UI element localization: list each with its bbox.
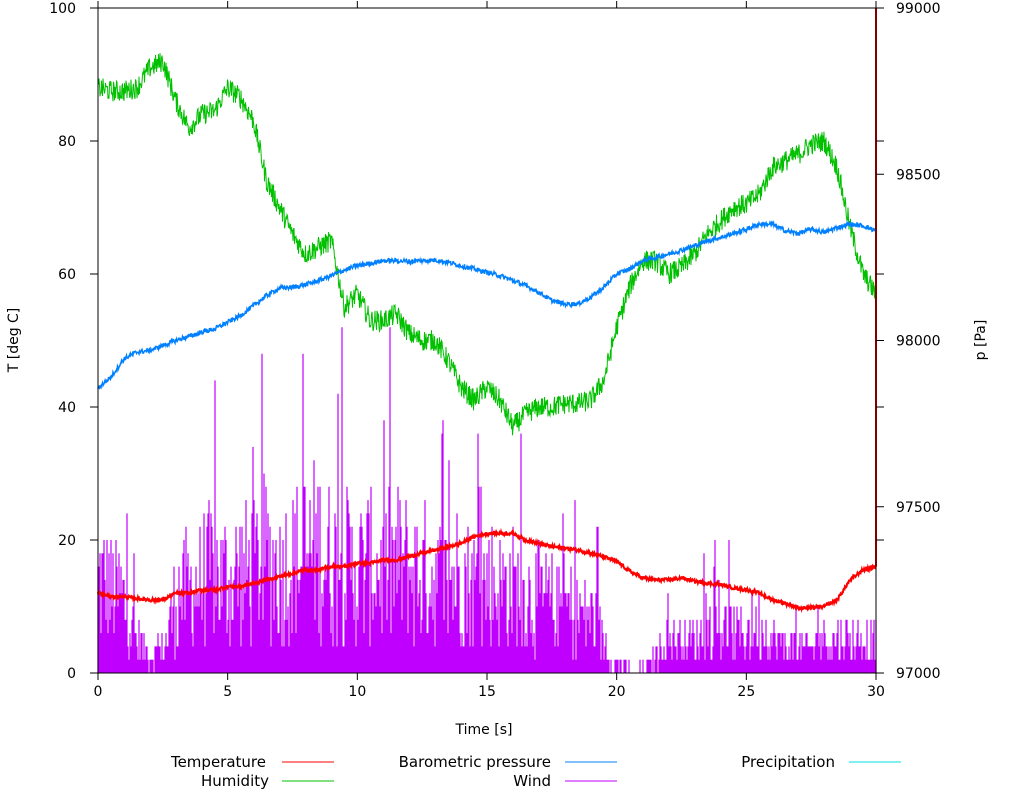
y-tick-label: 80 (58, 134, 76, 150)
legend-label-temperature: Temperature (170, 753, 266, 771)
x-tick-label: 5 (223, 684, 232, 700)
legend-label-humidity: Humidity (201, 772, 269, 790)
y2-tick-label: 98000 (896, 334, 941, 350)
x-tick-label: 20 (608, 684, 626, 700)
axis-ticks (90, 1, 884, 680)
legend-label-wind: Wind (513, 772, 551, 790)
x-axis-title: Time [s] (455, 722, 513, 738)
y2-tick-labels: 97000 97500 98000 98500 99000 (896, 1, 941, 682)
pressure-line (97, 220, 877, 390)
y2-axis-title: p [Pa] (973, 320, 989, 361)
y2-tick-label: 98500 (896, 167, 941, 183)
y-tick-label: 40 (58, 400, 76, 416)
x-tick-label: 10 (348, 684, 366, 700)
y-tick-label: 20 (58, 533, 76, 549)
temperature-line (97, 527, 877, 614)
y2-tick-label: 99000 (896, 1, 941, 17)
y-tick-label: 0 (67, 666, 76, 682)
y2-tick-label: 97500 (896, 500, 941, 516)
legend-label-precipitation: Precipitation (741, 753, 835, 771)
y-tick-label: 60 (58, 267, 76, 283)
x-tick-label: 0 (94, 684, 103, 700)
x-tick-label: 15 (478, 684, 496, 700)
y2-tick-label: 97000 (896, 666, 941, 682)
legend-label-pressure: Barometric pressure (399, 753, 551, 771)
humidity-line (97, 53, 877, 436)
x-tick-label: 30 (867, 684, 885, 700)
y-tick-labels: 0 20 40 60 80 100 (49, 1, 76, 682)
x-tick-label: 25 (737, 684, 755, 700)
x-tick-labels: 0 5 10 15 20 25 30 (94, 684, 885, 700)
y-tick-label: 100 (49, 1, 76, 17)
y-axis-title: T [deg C] (6, 308, 22, 374)
legend: Temperature Humidity Barometric pressure… (170, 753, 901, 790)
wind-series (97, 327, 877, 673)
